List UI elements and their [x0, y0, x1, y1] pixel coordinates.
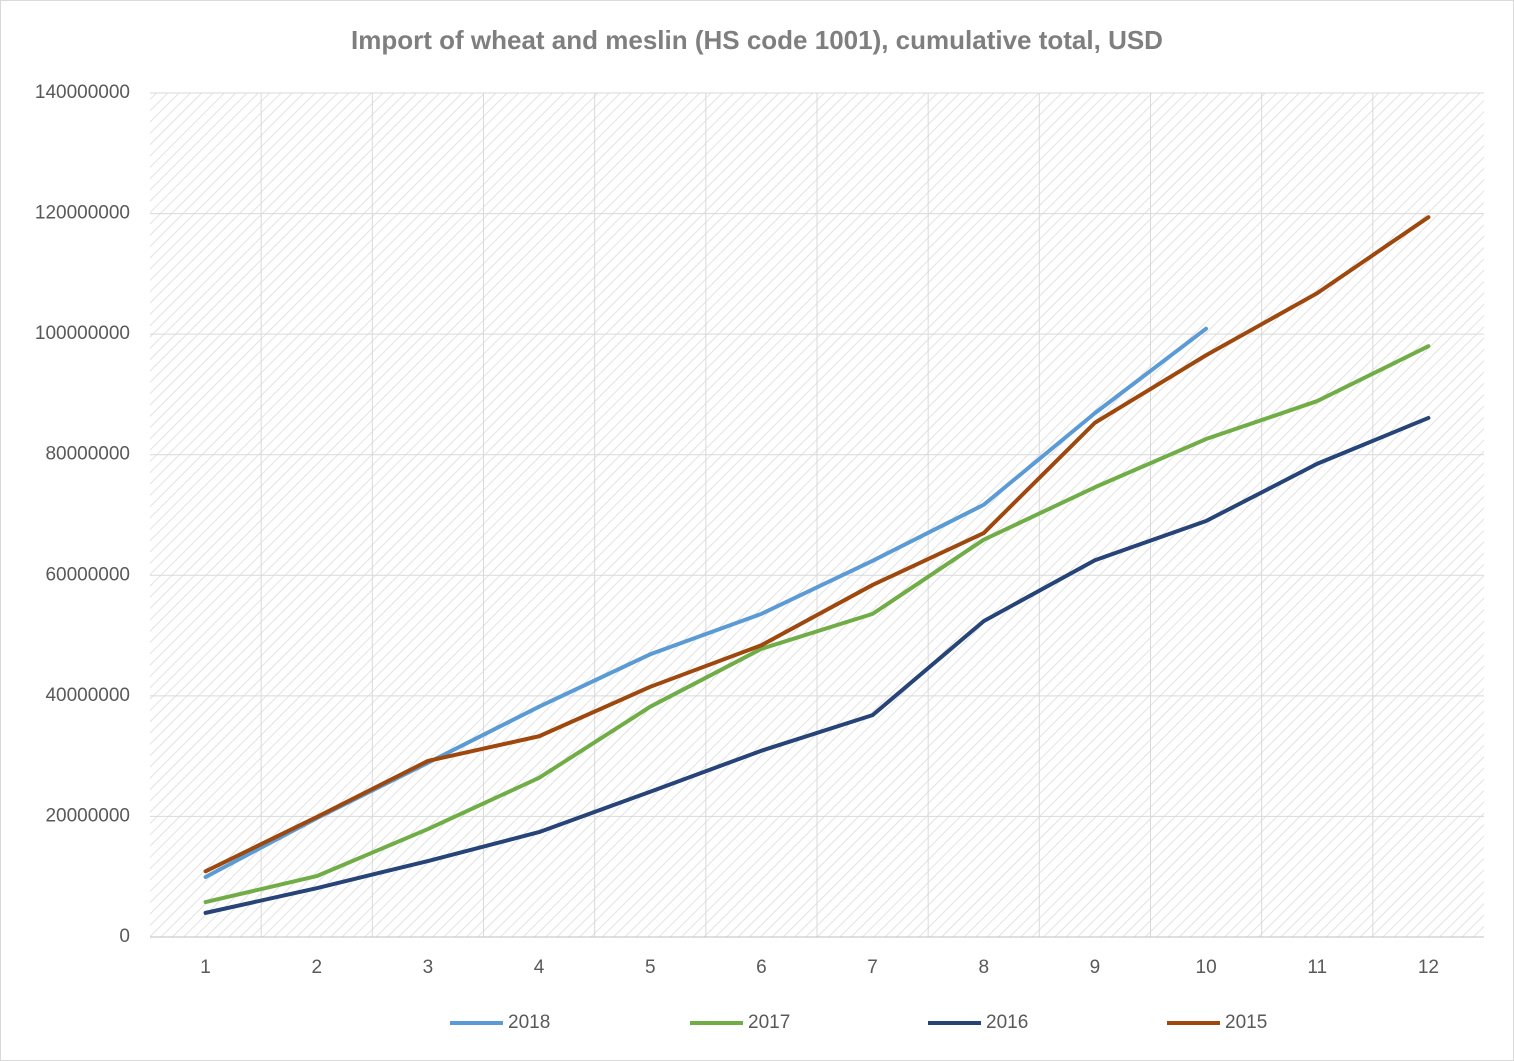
- y-tick-label: 120000000: [35, 203, 130, 224]
- legend-label: 2018: [508, 1012, 550, 1033]
- x-tick-label: 3: [423, 957, 434, 978]
- x-tick-label: 12: [1418, 957, 1439, 978]
- x-tick-label: 1: [200, 957, 211, 978]
- x-tick-label: 7: [867, 957, 878, 978]
- x-tick-label: 2: [311, 957, 322, 978]
- y-tick-label: 80000000: [45, 444, 130, 465]
- series-line: [203, 344, 1431, 905]
- x-tick-label: 11: [1307, 957, 1327, 978]
- y-tick-label: 60000000: [45, 564, 130, 585]
- y-tick-label: 140000000: [35, 82, 130, 103]
- y-tick-label: 20000000: [45, 805, 130, 826]
- x-tick-label: 8: [978, 957, 989, 978]
- chart-title: Import of wheat and meslin (HS code 1001…: [351, 25, 1163, 55]
- series-line: [203, 215, 1431, 874]
- x-tick-label: 5: [645, 957, 656, 978]
- x-tick-label: 10: [1196, 957, 1217, 978]
- x-tick-label: 9: [1090, 957, 1101, 978]
- series-line: [203, 415, 1431, 915]
- y-tick-label: 100000000: [35, 323, 130, 344]
- x-tick-label: 4: [534, 957, 545, 978]
- legend-label: 2017: [748, 1012, 790, 1033]
- legend-label: 2015: [1225, 1012, 1267, 1033]
- x-tick-label: 6: [756, 957, 767, 978]
- y-tick-label: 40000000: [45, 685, 130, 706]
- legend-label: 2016: [986, 1012, 1028, 1033]
- y-tick-label: 0: [119, 926, 130, 947]
